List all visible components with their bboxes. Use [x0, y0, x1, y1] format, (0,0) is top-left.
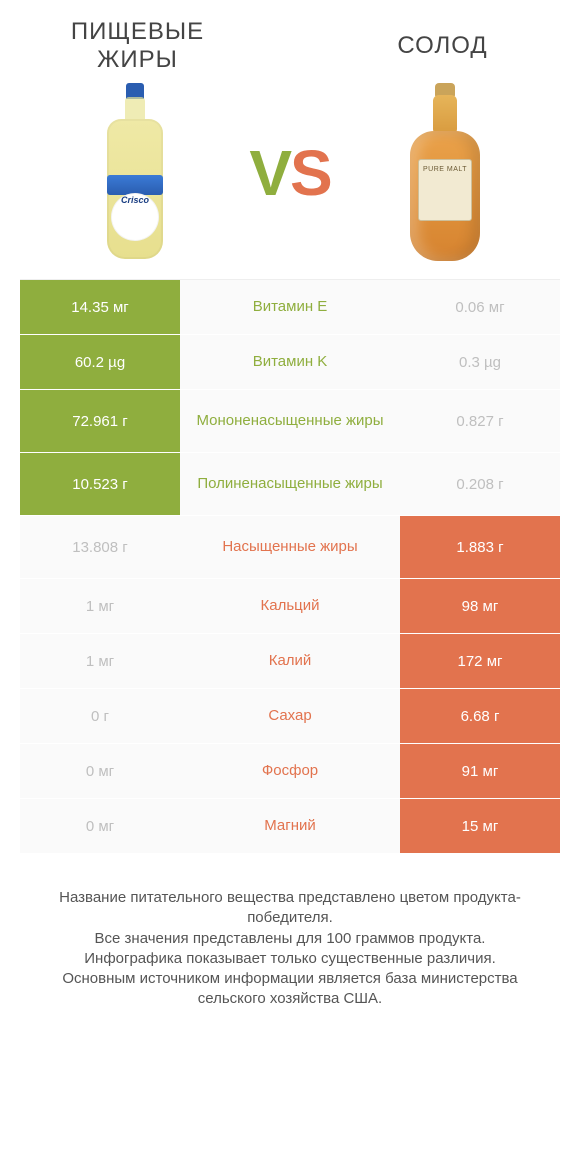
right-value-cell: 15 мг — [400, 799, 560, 853]
nutrient-name-cell: Полиненасыщенные жиры — [180, 453, 400, 515]
nutrient-name-cell: Витамин E — [180, 280, 400, 334]
right-value-cell: 0.06 мг — [400, 280, 560, 334]
left-value-cell: 13.808 г — [20, 516, 180, 578]
nutrient-name-cell: Магний — [180, 799, 400, 853]
comparison-table: 14.35 мгВитамин E0.06 мг60.2 µgВитамин K… — [20, 279, 560, 854]
nutrient-name-cell: Сахар — [180, 689, 400, 743]
right-product-title: СОЛОД — [335, 32, 550, 60]
nutrient-name-cell: Калий — [180, 634, 400, 688]
table-row: 0 мгФосфор91 мг — [20, 744, 560, 799]
right-value-cell: 0.3 µg — [400, 335, 560, 389]
left-value-cell: 14.35 мг — [20, 280, 180, 334]
left-value-cell: 0 мг — [20, 744, 180, 798]
right-value-cell: 98 мг — [400, 579, 560, 633]
vs-box: VS — [230, 136, 350, 210]
footer-line-2: Все значения представлены для 100 граммо… — [32, 929, 548, 949]
nutrient-name-cell: Кальций — [180, 579, 400, 633]
right-value-cell: 0.208 г — [400, 453, 560, 515]
table-row: 0 гСахар6.68 г — [20, 689, 560, 744]
table-row: 13.808 гНасыщенные жиры1.883 г — [20, 516, 560, 579]
table-row: 14.35 мгВитамин E0.06 мг — [20, 280, 560, 335]
left-value-cell: 0 мг — [20, 799, 180, 853]
malt-bottle-label: PURE MALT — [418, 159, 472, 221]
left-value-cell: 72.961 г — [20, 390, 180, 452]
vs-text: VS — [249, 137, 330, 209]
nutrient-name-cell: Мононенасыщенные жиры — [180, 390, 400, 452]
footer-notes: Название питательного вещества представл… — [20, 888, 560, 1010]
left-value-cell: 1 мг — [20, 579, 180, 633]
nutrient-name-cell: Насыщенные жиры — [180, 516, 400, 578]
left-value-cell: 60.2 µg — [20, 335, 180, 389]
infographic-root: ПИЩЕВЫЕ ЖИРЫ СОЛОД Crisco VS PURE MALT 1… — [0, 0, 580, 1174]
oil-bottle-icon: Crisco — [105, 83, 165, 263]
right-title-col: СОЛОД — [335, 18, 550, 60]
left-value-cell: 10.523 г — [20, 453, 180, 515]
malt-bottle-icon: PURE MALT — [409, 83, 481, 263]
right-value-cell: 172 мг — [400, 634, 560, 688]
left-product-image: Crisco — [40, 83, 230, 263]
table-row: 10.523 гПолиненасыщенные жиры0.208 г — [20, 453, 560, 516]
footer-line-1: Название питательного вещества представл… — [32, 888, 548, 929]
nutrient-name-cell: Витамин K — [180, 335, 400, 389]
table-row: 60.2 µgВитамин K0.3 µg — [20, 335, 560, 390]
footer-line-3: Инфографика показывает только существенн… — [32, 949, 548, 969]
oil-brand-label: Crisco — [121, 195, 149, 205]
right-value-cell: 1.883 г — [400, 516, 560, 578]
left-value-cell: 0 г — [20, 689, 180, 743]
left-product-title: ПИЩЕВЫЕ ЖИРЫ — [30, 18, 245, 73]
right-value-cell: 91 мг — [400, 744, 560, 798]
footer-line-4: Основным источником информации является … — [32, 969, 548, 1010]
right-product-image: PURE MALT — [350, 83, 540, 263]
nutrient-name-cell: Фосфор — [180, 744, 400, 798]
product-image-row: Crisco VS PURE MALT — [20, 77, 560, 279]
left-value-cell: 1 мг — [20, 634, 180, 688]
left-title-col: ПИЩЕВЫЕ ЖИРЫ — [30, 18, 245, 73]
table-row: 1 мгКалий172 мг — [20, 634, 560, 689]
header-row: ПИЩЕВЫЕ ЖИРЫ СОЛОД — [20, 18, 560, 77]
table-row: 72.961 гМононенасыщенные жиры0.827 г — [20, 390, 560, 453]
table-row: 0 мгМагний15 мг — [20, 799, 560, 854]
right-value-cell: 0.827 г — [400, 390, 560, 452]
right-value-cell: 6.68 г — [400, 689, 560, 743]
table-row: 1 мгКальций98 мг — [20, 579, 560, 634]
